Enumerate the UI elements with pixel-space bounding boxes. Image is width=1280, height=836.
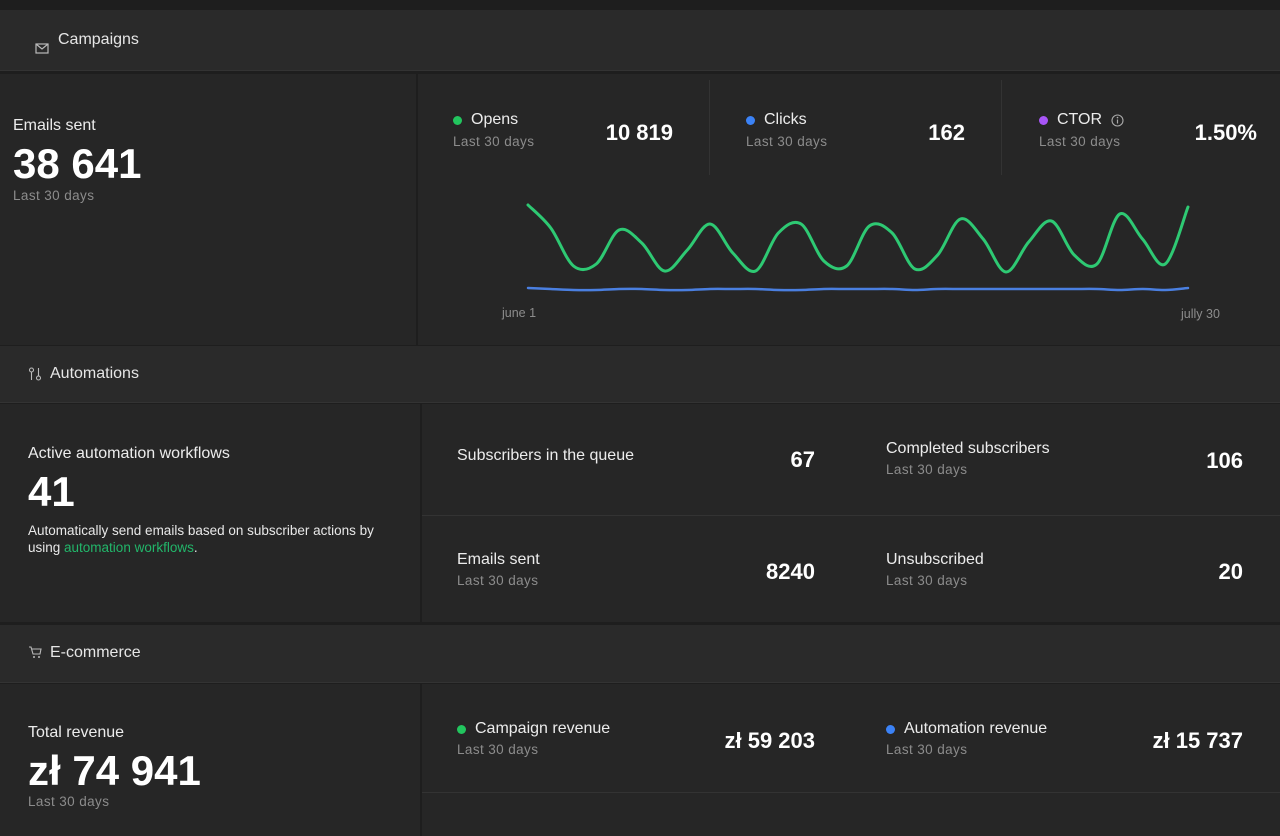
section-title: Automations <box>50 365 139 382</box>
legend-dot <box>453 116 462 125</box>
metric-label: Emails sent <box>457 551 540 568</box>
metric-period: Last 30 days <box>886 462 968 477</box>
legend-dot <box>746 116 755 125</box>
active-workflows-card: Active automation workflows 41 Automatic… <box>0 404 420 622</box>
cart-icon <box>29 646 42 658</box>
section-header: Automations <box>0 346 1280 403</box>
emails-sent-card: Emails sent 38 641 Last 30 days <box>0 74 416 345</box>
campaign-metrics-card <box>418 74 1280 345</box>
metric-label: Opens <box>471 111 519 128</box>
automation-icon <box>28 367 42 381</box>
metric-period: Last 30 days <box>457 742 539 757</box>
metric-label: Automation revenue <box>904 720 1048 737</box>
line-chart: june 1 jully 30 <box>501 203 1220 321</box>
metric-value: zł 15 737 <box>1152 728 1243 753</box>
legend-dot <box>457 725 466 734</box>
series-line <box>526 286 1190 292</box>
x-tick-label: june 1 <box>501 306 536 320</box>
card-period: Last 30 days <box>13 188 95 203</box>
automation-metrics-card <box>422 404 1280 622</box>
metric-value: 106 <box>1206 448 1243 473</box>
metric-label: Completed subscribers <box>886 440 1050 457</box>
card-value: 41 <box>28 468 75 515</box>
metric-value: 162 <box>928 120 965 145</box>
metric-label: Clicks <box>764 111 807 128</box>
divider <box>422 515 1280 516</box>
metric-value: zł 59 203 <box>724 728 815 753</box>
card-label: Emails sent <box>13 117 96 134</box>
description-text: . <box>193 540 198 555</box>
metric-period: Last 30 days <box>886 573 968 588</box>
x-tick-label: jully 30 <box>1180 307 1220 321</box>
series-line <box>526 203 1190 274</box>
divider <box>1001 80 1002 175</box>
metric-label: Unsubscribed <box>886 551 984 568</box>
legend-dot <box>1039 116 1048 125</box>
metric-period: Last 30 days <box>886 742 968 757</box>
card-period: Last 30 days <box>28 794 110 809</box>
card-label: Total revenue <box>28 724 125 741</box>
section-header: Campaigns <box>0 10 1280 71</box>
metric-value: 8240 <box>766 559 815 584</box>
metric-period: Last 30 days <box>457 573 539 588</box>
legend-dot <box>886 725 895 734</box>
divider <box>709 80 710 175</box>
mail-icon <box>35 43 49 54</box>
card-value: 38 641 <box>13 140 142 187</box>
metric-value: 67 <box>790 447 815 472</box>
workflows-link[interactable]: automation workflows <box>64 540 194 555</box>
card-description: Automatically send emails based on subsc… <box>28 522 398 556</box>
total-revenue-card: Total revenue zł 74 941 Last 30 days <box>0 684 420 836</box>
section-title: Campaigns <box>58 31 139 48</box>
info-icon[interactable] <box>1111 114 1124 127</box>
description-text: Automatically send emails based on subsc… <box>28 523 374 555</box>
metric-label: Campaign revenue <box>475 720 611 737</box>
metric-value: 10 819 <box>605 120 673 145</box>
section-title: E-commerce <box>50 644 141 661</box>
card-label: Active automation workflows <box>28 445 230 462</box>
card-value: zł 74 941 <box>28 747 201 794</box>
divider <box>422 792 1280 793</box>
metric-label: Subscribers in the queue <box>457 447 634 464</box>
metric-value: 1.50% <box>1194 120 1257 145</box>
section-header: E-commerce <box>0 625 1280 683</box>
metric-label: CTOR <box>1057 111 1103 128</box>
metric-period: Last 30 days <box>746 134 828 149</box>
metric-period: Last 30 days <box>453 134 535 149</box>
revenue-metrics-card <box>422 684 1280 836</box>
metric-period: Last 30 days <box>1039 134 1121 149</box>
metric-value: 20 <box>1218 559 1243 584</box>
